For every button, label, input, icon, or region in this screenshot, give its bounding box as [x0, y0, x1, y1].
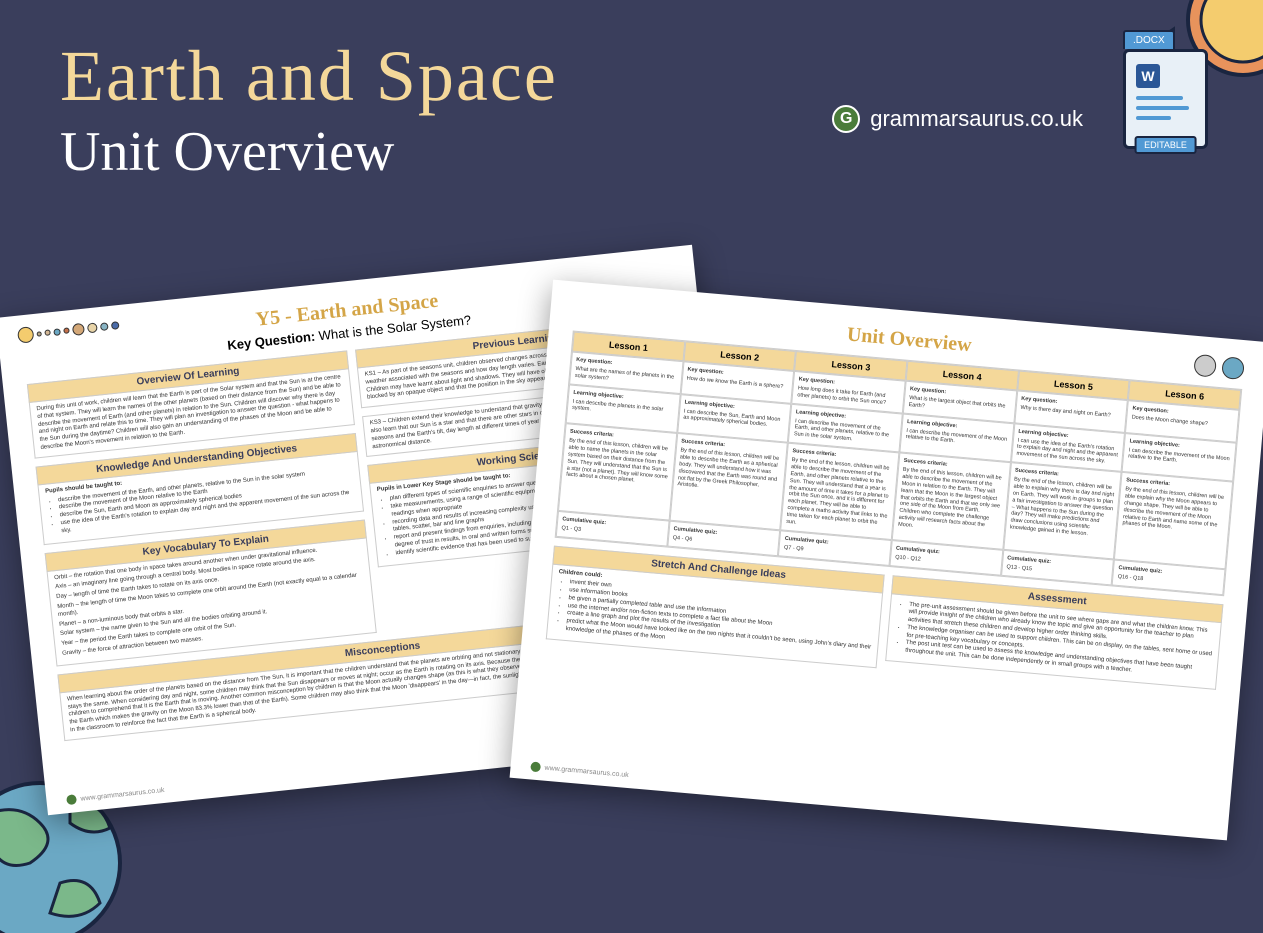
word-w-icon: W: [1136, 64, 1160, 88]
page2-footer: www.grammarsaurus.co.uk: [530, 761, 629, 780]
brand-text: grammarsaurus.co.uk: [870, 106, 1083, 132]
assessment-section: Assessment The pre-unit assessment shoul…: [884, 575, 1223, 698]
stretch-section: Stretch And Challenge Ideas Children cou…: [546, 545, 885, 668]
title-main: Earth and Space: [60, 40, 1203, 112]
moon-earth-decoration: [1193, 354, 1245, 380]
brand-area: G grammarsaurus.co.uk: [832, 105, 1083, 133]
page1-footer: www.grammarsaurus.co.uk: [66, 785, 165, 805]
docx-tab: .DOCX: [1123, 30, 1175, 49]
docx-badge: .DOCX W EDITABLE: [1123, 30, 1218, 149]
vocab-section: Key Vocabulary To Explain Orbit – the ro…: [45, 519, 377, 666]
brand-icon: G: [832, 105, 860, 133]
worksheet-page-2: Unit Overview Lesson 1Lesson 2Lesson 3Le…: [510, 280, 1263, 841]
editable-label: EDITABLE: [1134, 136, 1197, 154]
docx-file-icon: W EDITABLE: [1123, 49, 1208, 149]
